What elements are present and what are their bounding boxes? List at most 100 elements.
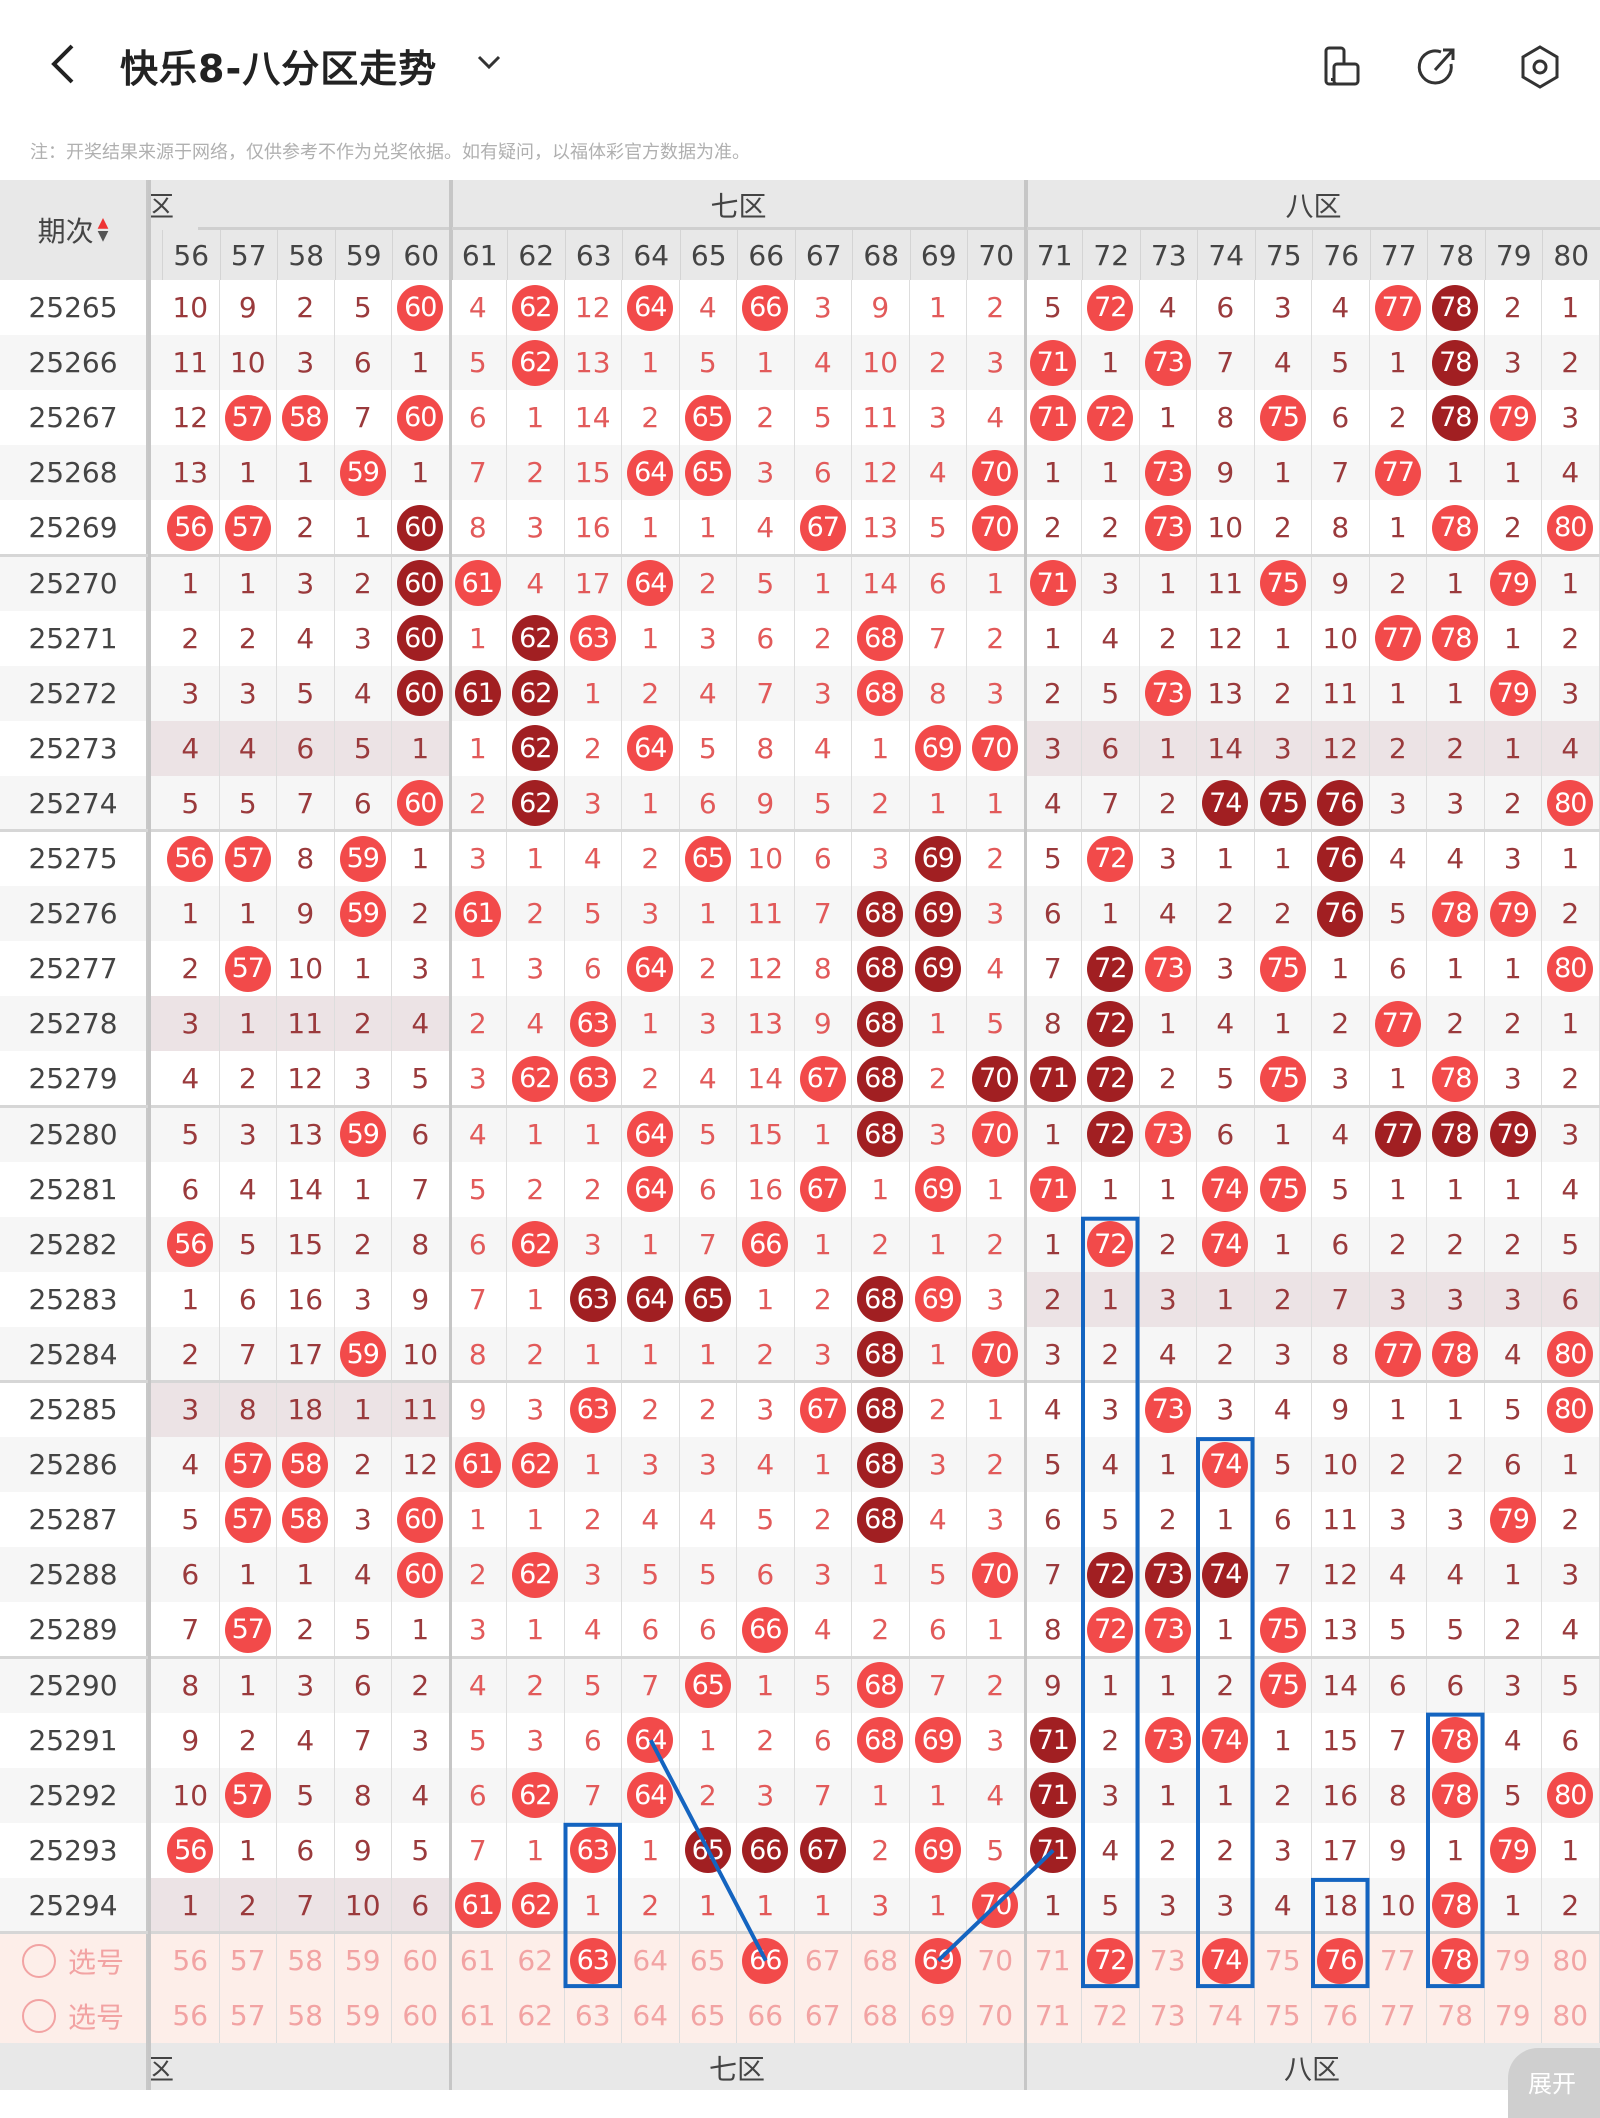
select-number[interactable]: 61 [450,1988,507,2044]
select-number[interactable]: 56 [162,1988,220,2044]
select-number[interactable]: 66 [737,1933,795,1989]
select-number[interactable]: 69 [910,1988,967,2044]
column-header[interactable]: 62 [507,230,565,280]
select-number[interactable]: 66 [737,1988,795,2044]
column-header[interactable]: 79 [1484,230,1542,280]
selected-ball[interactable]: 72 [1087,1937,1134,1984]
select-number[interactable]: 79 [1485,1933,1542,1989]
column-header[interactable]: 74 [1197,230,1255,280]
select-number[interactable]: 72 [1082,1933,1140,1989]
select-number[interactable]: 77 [1370,1988,1427,2044]
select-number[interactable]: 60 [392,1988,450,2044]
radio-circle-icon[interactable] [21,1943,56,1978]
column-header[interactable]: 67 [794,230,852,280]
select-number[interactable]: 57 [220,1933,277,1989]
select-number[interactable]: 57 [220,1988,277,2044]
select-number[interactable]: 71 [1025,1933,1082,1989]
column-header[interactable]: 77 [1369,230,1427,280]
select-number[interactable]: 76 [1312,1988,1370,2044]
select-number[interactable]: 75 [1255,1988,1312,2044]
select-number[interactable]: 80 [1542,1988,1600,2044]
select-number[interactable]: 70 [967,1933,1025,1989]
select-number[interactable]: 63 [565,1933,622,1989]
column-header[interactable]: 66 [737,230,795,280]
trend-cell: 5 [335,720,392,776]
select-row-label[interactable]: 选号 [0,1988,148,2044]
select-number[interactable]: 64 [622,1988,680,2044]
settings-icon[interactable] [1515,42,1565,92]
column-header[interactable]: 76 [1312,230,1370,280]
select-number[interactable]: 72 [1082,1988,1140,2044]
select-number[interactable]: 78 [1427,1988,1485,2044]
select-number[interactable]: 75 [1255,1933,1312,1989]
select-number[interactable]: 67 [795,1988,852,2044]
expand-button[interactable]: 展开 [1508,2048,1600,2118]
column-header[interactable]: 58 [277,230,335,280]
select-number[interactable]: 65 [680,1933,737,1989]
column-header[interactable]: 61 [449,230,507,280]
column-header[interactable]: 78 [1427,230,1485,280]
column-header[interactable]: 63 [564,230,622,280]
select-number[interactable]: 67 [795,1933,852,1989]
column-header[interactable]: 72 [1082,230,1140,280]
column-header[interactable]: 57 [219,230,277,280]
select-number[interactable]: 80 [1542,1933,1600,1989]
column-header[interactable]: 71 [1024,230,1082,280]
select-number[interactable]: 65 [680,1988,737,2044]
select-number[interactable]: 59 [335,1933,392,1989]
select-number[interactable]: 78 [1427,1933,1485,1989]
select-number[interactable]: 76 [1312,1933,1370,1989]
select-row-label[interactable]: 选号 [0,1933,148,1989]
page-title[interactable]: 快乐8-八分区走势 [120,47,438,91]
column-header[interactable]: 60 [392,230,450,280]
select-number[interactable]: 56 [162,1933,220,1989]
select-number[interactable]: 63 [565,1988,622,2044]
select-number[interactable]: 68 [852,1988,910,2044]
column-header[interactable]: 65 [679,230,737,280]
share-icon[interactable] [1413,42,1463,92]
selected-ball[interactable]: 78 [1432,1937,1479,1984]
select-number[interactable]: 60 [392,1933,450,1989]
column-header[interactable]: 70 [967,230,1025,280]
column-header[interactable]: 80 [1542,230,1600,280]
column-header[interactable]: 73 [1139,230,1197,280]
select-number[interactable]: 58 [277,1933,335,1989]
select-number[interactable]: 73 [1140,1988,1197,2044]
column-header[interactable]: 64 [622,230,680,280]
sort-arrows-icon[interactable]: ▲ ▼ [97,215,109,244]
select-number[interactable]: 79 [1485,1988,1542,2044]
select-number[interactable]: 69 [910,1933,967,1989]
header-divider [148,227,1600,230]
selected-ball[interactable]: 66 [742,1937,789,1984]
device-rotate-icon[interactable] [1318,42,1368,92]
selected-ball[interactable]: 69 [914,1937,961,1984]
select-number[interactable]: 59 [335,1988,392,2044]
select-number[interactable]: 74 [1197,1933,1255,1989]
column-header[interactable]: 75 [1254,230,1312,280]
trend-table[interactable]: 六区七区八区5657585960616263646566676869707172… [0,180,1600,2090]
select-number[interactable]: 73 [1140,1933,1197,1989]
period-header[interactable]: 期次 ▲ ▼ [0,180,148,280]
column-header[interactable]: 68 [852,230,910,280]
radio-circle-icon[interactable] [21,1998,56,2033]
empty-zone-highlight [148,1382,450,1438]
select-number[interactable]: 68 [852,1933,910,1989]
trend-cell: 8 [277,831,335,887]
selected-ball[interactable]: 63 [569,1937,616,1984]
select-number[interactable]: 62 [507,1933,565,1989]
select-number[interactable]: 71 [1025,1988,1082,2044]
chevron-down-icon[interactable] [474,50,504,74]
select-number[interactable]: 77 [1370,1933,1427,1989]
select-number[interactable]: 74 [1197,1988,1255,2044]
selected-ball[interactable]: 76 [1317,1937,1364,1984]
select-number[interactable]: 64 [622,1933,680,1989]
column-header[interactable]: 59 [334,230,392,280]
column-header[interactable]: 69 [909,230,967,280]
select-number[interactable]: 58 [277,1988,335,2044]
column-header[interactable]: 56 [162,230,220,280]
back-arrow-icon[interactable] [44,40,84,88]
select-number[interactable]: 70 [967,1988,1025,2044]
select-number[interactable]: 61 [450,1933,507,1989]
select-number[interactable]: 62 [507,1988,565,2044]
selected-ball[interactable]: 74 [1202,1937,1249,1984]
